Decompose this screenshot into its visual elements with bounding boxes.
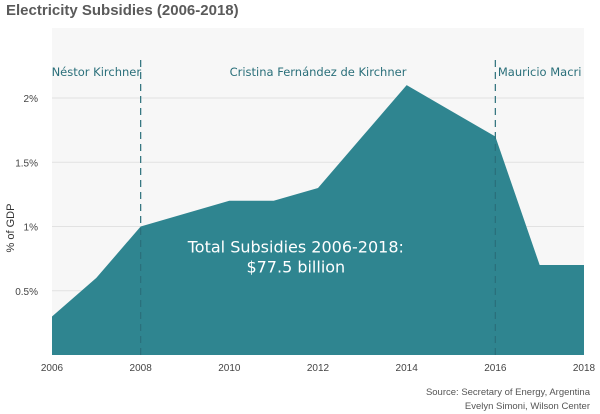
area-fill xyxy=(52,85,584,356)
area-series xyxy=(51,85,585,356)
y-tick-label: 1% xyxy=(24,223,39,234)
x-tick-label: 2018 xyxy=(573,363,596,374)
x-tick-label: 2014 xyxy=(396,363,419,374)
x-axis-ticks: 2006 2008 2010 2012 2014 2016 2018 xyxy=(41,363,596,374)
source-line: Source: Secretary of Energy, Argentina xyxy=(425,387,590,398)
x-tick-label: 2008 xyxy=(130,363,153,374)
y-tick-label: 2% xyxy=(24,94,39,105)
x-tick-label: 2006 xyxy=(41,363,64,374)
y-axis-label: % of GDP xyxy=(5,204,17,253)
period-label: Cristina Fernández de Kirchner xyxy=(230,65,407,79)
y-axis-ticks: 0.5% 1% 1.5% 2% xyxy=(15,94,38,298)
source-note: Source: Secretary of Energy, Argentina E… xyxy=(426,386,590,414)
period-labels: Néstor Kirchner Cristina Fernández de Kir… xyxy=(52,65,582,79)
y-tick-label: 1.5% xyxy=(15,158,38,169)
x-tick-label: 2010 xyxy=(218,363,241,374)
annotation-total-label: Total Subsidies 2006-2018: xyxy=(187,237,404,256)
chart-title: Electricity Subsidies (2006-2018) xyxy=(6,2,239,19)
x-tick-label: 2012 xyxy=(307,363,330,374)
annotation-total-value: $77.5 billion xyxy=(246,257,345,276)
author-line: Evelyn Simoni, Wilson Center xyxy=(464,401,590,412)
period-label: Mauricio Macri xyxy=(498,65,582,79)
x-tick-label: 2016 xyxy=(484,363,507,374)
y-tick-label: 0.5% xyxy=(15,287,38,298)
period-label: Néstor Kirchner xyxy=(52,65,142,79)
period-dividers xyxy=(140,60,496,355)
